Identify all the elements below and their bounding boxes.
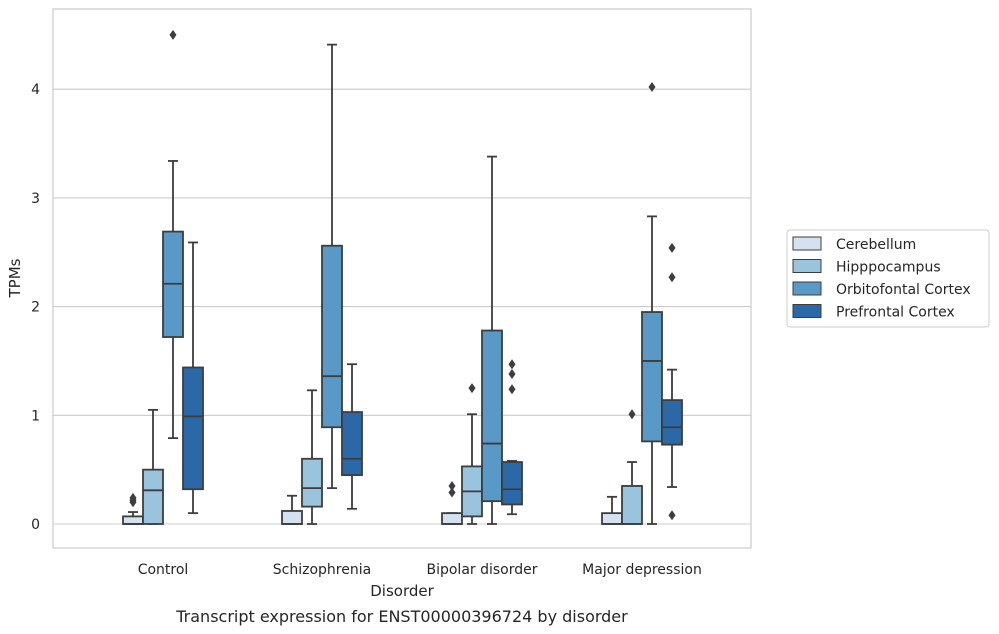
box-element bbox=[441, 480, 463, 525]
outlier-point bbox=[448, 487, 456, 498]
y-tick-label: 3 bbox=[31, 191, 40, 207]
box-element bbox=[641, 82, 663, 525]
outlier-point bbox=[508, 384, 516, 395]
legend-item: Cerebellum bbox=[792, 236, 916, 253]
outlier-point bbox=[668, 242, 676, 253]
box-iqr bbox=[501, 461, 523, 506]
y-tick-label: 2 bbox=[31, 300, 40, 316]
box-iqr bbox=[621, 485, 643, 525]
box-series bbox=[122, 480, 623, 525]
box-iqr bbox=[301, 457, 323, 508]
box-series bbox=[142, 383, 643, 525]
legend-items: Cerebellum Hipppocampus Orbitofontal Corte… bbox=[792, 236, 971, 321]
y-tick-label: 0 bbox=[31, 517, 40, 533]
legend-swatch bbox=[792, 236, 822, 251]
outlier-point bbox=[508, 368, 516, 379]
outlier-point bbox=[448, 480, 456, 491]
box-iqr bbox=[321, 244, 343, 429]
outlier-point bbox=[628, 409, 636, 420]
outlier-point bbox=[129, 492, 137, 503]
outlier-point bbox=[169, 29, 177, 40]
box-iqr bbox=[601, 512, 623, 525]
y-tick-label: 4 bbox=[31, 82, 40, 98]
x-tick-label: Bipolar disorder bbox=[426, 562, 537, 578]
plot-frame bbox=[52, 8, 752, 549]
outlier-point bbox=[668, 510, 676, 521]
outlier-point bbox=[648, 82, 656, 93]
legend-item: Prefrontal Cortex bbox=[792, 304, 955, 321]
box-iqr bbox=[122, 515, 144, 525]
legend-frame bbox=[786, 229, 990, 328]
box-series-group bbox=[122, 29, 683, 525]
legend-label: Orbitofontal Cortex bbox=[836, 282, 971, 298]
legend-label: Prefrontal Cortex bbox=[836, 305, 955, 321]
legend-swatch bbox=[792, 304, 822, 318]
box-element bbox=[601, 495, 623, 525]
box-element bbox=[461, 383, 483, 525]
box-element bbox=[501, 359, 523, 516]
box-iqr bbox=[641, 311, 663, 443]
y-tick-labels: 0 1 2 3 4 bbox=[31, 82, 40, 533]
box-element bbox=[281, 494, 303, 525]
grid-lines bbox=[53, 88, 751, 525]
box-element bbox=[481, 155, 503, 525]
legend-item: Hipppocampus bbox=[792, 259, 941, 276]
legend-label: Hipppocampus bbox=[836, 260, 941, 276]
x-tick-labels: Control Schizophrenia Bipolar disorder Majo… bbox=[138, 562, 702, 578]
y-tick-label: 1 bbox=[31, 408, 40, 424]
box-element bbox=[661, 242, 683, 521]
outlier-point bbox=[468, 383, 476, 394]
box-element bbox=[321, 43, 343, 490]
box-element bbox=[341, 363, 363, 510]
box-element bbox=[122, 492, 144, 525]
x-tick-label: Major depression bbox=[582, 562, 702, 578]
x-axis-title: Disorder bbox=[370, 582, 434, 600]
box-iqr bbox=[281, 510, 303, 525]
chart-caption: Transcript expression for ENST0000039672… bbox=[175, 607, 628, 626]
box-series bbox=[182, 241, 683, 521]
box-series bbox=[162, 29, 663, 525]
legend-item: Orbitofontal Cortex bbox=[792, 281, 971, 298]
legend-label: Cerebellum bbox=[836, 237, 916, 253]
box-element bbox=[162, 29, 184, 440]
legend-swatch bbox=[792, 281, 822, 296]
box-iqr bbox=[661, 399, 683, 446]
box-element bbox=[301, 389, 323, 525]
outlier-point bbox=[668, 272, 676, 283]
x-tick-label: Schizophrenia bbox=[273, 562, 371, 578]
box-iqr bbox=[341, 411, 363, 476]
box-element bbox=[142, 408, 164, 525]
x-tick-label: Control bbox=[138, 562, 189, 578]
box-iqr bbox=[481, 329, 503, 503]
y-axis-title: TPMs bbox=[6, 258, 24, 298]
legend-swatch bbox=[792, 259, 822, 273]
outlier-point bbox=[508, 359, 516, 370]
box-iqr bbox=[182, 366, 204, 491]
box-iqr bbox=[142, 468, 164, 525]
box-iqr bbox=[441, 512, 463, 525]
box-element bbox=[182, 241, 204, 515]
legend: Cerebellum Hipppocampus Orbitofontal Corte… bbox=[786, 229, 990, 328]
box-element bbox=[621, 409, 643, 525]
